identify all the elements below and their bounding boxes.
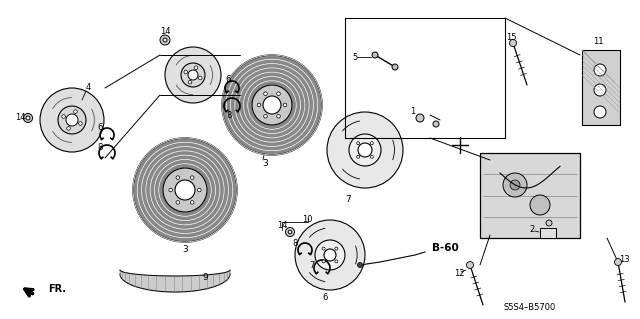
Text: 3: 3 (182, 246, 188, 255)
Circle shape (264, 115, 268, 118)
Circle shape (594, 84, 606, 96)
Circle shape (163, 168, 207, 212)
Circle shape (467, 262, 474, 269)
Circle shape (322, 247, 325, 250)
Circle shape (79, 122, 82, 125)
Circle shape (371, 155, 373, 158)
Bar (480, 153, 580, 238)
Circle shape (335, 247, 338, 250)
Circle shape (324, 249, 336, 261)
Text: 6: 6 (225, 76, 230, 85)
Circle shape (276, 92, 280, 96)
Circle shape (276, 115, 280, 118)
Text: 14: 14 (276, 220, 287, 229)
Circle shape (198, 188, 201, 192)
Circle shape (283, 103, 287, 107)
Circle shape (175, 180, 195, 200)
Circle shape (165, 47, 221, 103)
Text: 8: 8 (97, 144, 102, 152)
Text: 7: 7 (309, 261, 315, 270)
Circle shape (133, 138, 237, 242)
Text: FR.: FR. (48, 284, 66, 294)
Circle shape (66, 114, 78, 126)
Circle shape (327, 112, 403, 188)
Text: 10: 10 (301, 216, 312, 225)
Circle shape (40, 88, 104, 152)
Circle shape (285, 227, 294, 236)
Text: 5: 5 (353, 54, 358, 63)
Circle shape (295, 220, 365, 290)
Text: 7: 7 (345, 196, 351, 204)
Text: 11: 11 (593, 38, 604, 47)
Circle shape (188, 80, 192, 84)
Circle shape (594, 64, 606, 76)
Text: 1: 1 (410, 108, 415, 116)
Circle shape (257, 103, 261, 107)
Circle shape (356, 155, 360, 158)
Text: 14: 14 (160, 27, 170, 36)
Circle shape (416, 114, 424, 122)
Circle shape (181, 63, 205, 87)
Circle shape (349, 134, 381, 166)
Text: B-60: B-60 (431, 243, 458, 253)
Text: 2: 2 (529, 226, 534, 234)
Circle shape (169, 188, 173, 192)
Circle shape (62, 115, 65, 118)
Circle shape (67, 127, 70, 130)
Circle shape (288, 230, 292, 234)
Circle shape (594, 106, 606, 118)
Circle shape (358, 263, 362, 268)
Circle shape (322, 260, 325, 263)
Circle shape (315, 240, 345, 270)
Bar (345, 18, 505, 138)
Text: 15: 15 (506, 33, 516, 41)
Text: 4: 4 (85, 84, 91, 93)
Circle shape (184, 70, 188, 74)
Circle shape (509, 40, 516, 47)
Circle shape (58, 106, 86, 134)
Bar (540, 228, 556, 238)
Circle shape (356, 142, 360, 145)
Circle shape (194, 66, 198, 70)
Circle shape (24, 114, 33, 122)
FancyArrowPatch shape (25, 289, 33, 295)
Circle shape (176, 176, 180, 179)
Circle shape (335, 260, 338, 263)
Circle shape (176, 201, 180, 204)
Circle shape (358, 143, 372, 157)
Circle shape (614, 258, 621, 265)
Text: 13: 13 (619, 256, 629, 264)
Circle shape (433, 121, 439, 127)
Bar (582, 50, 620, 125)
Circle shape (190, 201, 194, 204)
Polygon shape (120, 270, 230, 292)
Text: S5S4–B5700: S5S4–B5700 (504, 303, 556, 313)
Circle shape (371, 142, 373, 145)
Circle shape (372, 52, 378, 58)
Text: 3: 3 (262, 159, 268, 167)
Circle shape (263, 96, 281, 114)
Circle shape (392, 64, 398, 70)
Circle shape (510, 180, 520, 190)
Circle shape (190, 176, 194, 179)
Circle shape (264, 92, 268, 96)
Text: 9: 9 (202, 273, 208, 283)
Circle shape (252, 85, 292, 125)
Text: 8: 8 (227, 110, 232, 120)
Text: 6: 6 (323, 293, 328, 302)
Circle shape (530, 195, 550, 215)
Circle shape (163, 38, 167, 42)
Circle shape (74, 110, 77, 113)
Circle shape (26, 116, 30, 120)
Circle shape (222, 55, 322, 155)
Circle shape (160, 35, 170, 45)
Circle shape (198, 76, 202, 80)
Circle shape (546, 220, 552, 226)
Text: 12: 12 (454, 269, 464, 278)
Circle shape (503, 173, 527, 197)
Text: 8: 8 (292, 240, 298, 249)
Text: 6: 6 (97, 123, 102, 132)
Text: 14: 14 (15, 114, 25, 122)
Circle shape (188, 70, 198, 80)
